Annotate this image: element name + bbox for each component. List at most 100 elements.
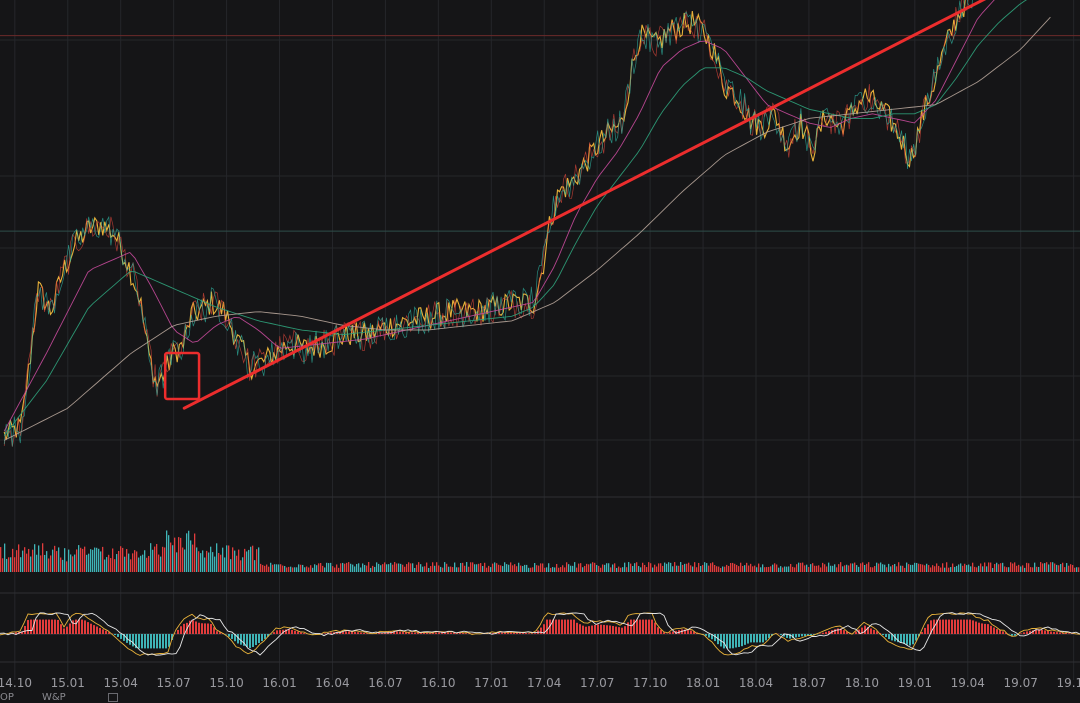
oscillator-bar [456,632,458,634]
oscillator-bar [645,619,647,634]
oscillator-bar [84,620,86,634]
oscillator-bar [942,619,944,634]
volume-bar [580,563,582,572]
oscillator-bar [549,619,551,634]
volume-bar [492,563,494,572]
volume-bar [504,562,506,572]
oscillator-bar [243,634,245,646]
volume-bar [964,563,966,572]
square-icon[interactable] [108,693,118,702]
oscillator-bar [51,619,53,634]
volume-bar [960,563,962,572]
volume-bar [482,566,484,572]
oscillator-bar [195,621,197,634]
volume-bar [790,563,792,572]
volume-bar [304,567,306,572]
volume-bar [928,565,930,572]
volume-bar [938,565,940,572]
volume-bar [536,565,538,572]
volume-bar [876,562,878,572]
volume-bar [748,565,750,572]
volume-bar [458,567,460,572]
oscillator-bar [951,619,953,634]
volume-bar [364,564,366,572]
volume-bar [412,563,414,572]
volume-bar [702,565,704,572]
volume-bar [548,563,550,572]
price-series-line [3,0,966,440]
volume-bar [808,567,810,572]
volume-bar [512,565,514,572]
oscillator-bar [888,634,890,640]
volume-bar [650,563,652,572]
oscillator-bar [864,625,866,634]
volume-bar [8,557,10,572]
volume-bar [820,567,822,572]
oscillator-bar [468,633,470,634]
volume-bar [52,549,54,572]
volume-bar [560,567,562,572]
oscillator-bar [525,633,527,634]
volume-bar [558,567,560,572]
volume-bar [686,563,688,572]
volume-bar [670,562,672,572]
volume-bar [302,564,304,572]
volume-bar [358,563,360,572]
bottom-tab-left[interactable]: OP [0,692,14,703]
oscillator-bar [504,632,506,634]
volume-bar [38,545,40,572]
oscillator-bar [1056,632,1058,634]
oscillator-bar [912,634,914,645]
volume-bar [538,565,540,572]
volume-bar [958,564,960,572]
volume-bar [684,563,686,572]
oscillator-bar [150,634,152,649]
volume-bar [1064,567,1066,572]
volume-bar [950,567,952,572]
volume-bar [414,567,416,572]
volume-bar [896,566,898,572]
volume-bar [730,562,732,572]
volume-bar [202,550,204,572]
volume-bar [6,558,8,572]
volume-bar [1058,565,1060,572]
volume-bar [802,562,804,572]
volume-bar [712,562,714,572]
oscillator-bar [462,633,464,634]
oscillator-bar [966,619,968,634]
volume-bar [232,547,234,572]
oscillator-bar [330,632,332,634]
volume-bar [238,549,240,572]
volume-bar [48,558,50,572]
volume-bar [324,567,326,572]
volume-bar [534,563,536,572]
volume-bar [864,564,866,572]
oscillator-bar [741,634,743,647]
volume-bar [1016,565,1018,572]
volume-bar [1076,567,1078,572]
oscillator-bar [786,634,788,638]
oscillator-bar [192,620,194,634]
bottom-tab-middle[interactable]: W&P [42,692,66,703]
volume-bar [1038,566,1040,572]
volume-bar [198,551,200,572]
volume-bar [354,566,356,572]
volume-bar [326,562,328,572]
oscillator-bar [255,634,257,646]
volume-bar [388,564,390,572]
oscillator-bar [543,624,545,634]
volume-bar [314,564,316,572]
volume-bar [680,562,682,572]
volume-bar [732,562,734,572]
volume-bar [234,550,236,572]
volume-bar [138,557,140,572]
oscillator-bar [573,619,575,634]
volume-bar [900,565,902,572]
volume-bar [970,566,972,572]
volume-bar [368,562,370,572]
oscillator-bar [744,634,746,645]
oscillator-bar [396,631,398,634]
volume-bar [140,555,142,572]
volume-bar [84,546,86,572]
oscillator-bar [513,632,515,634]
